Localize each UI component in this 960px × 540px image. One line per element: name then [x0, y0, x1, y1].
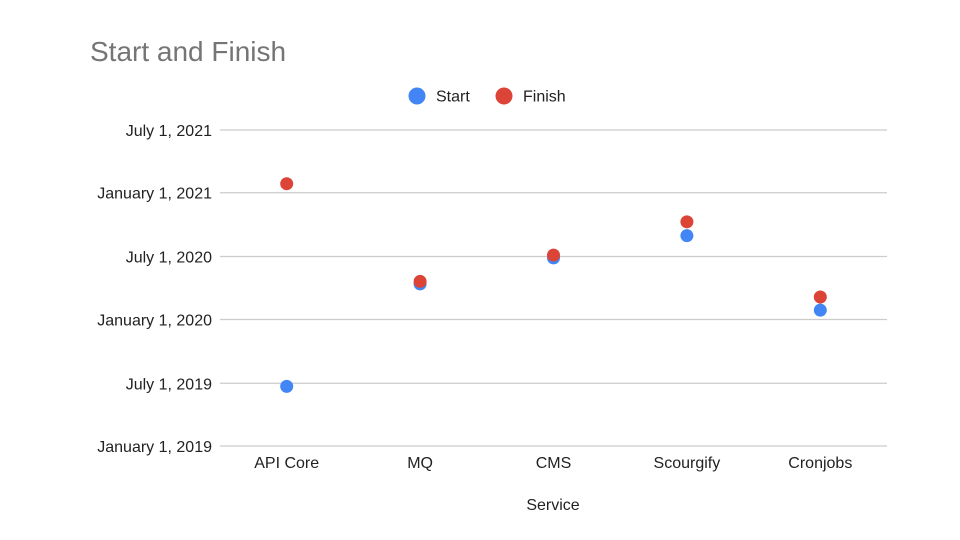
chart-title: Start and Finish: [90, 36, 287, 67]
x-axis-ticks: API Core MQ CMS Scourgify Cronjobs: [254, 455, 852, 472]
data-point-start-4[interactable]: [680, 229, 694, 243]
x-tick-label: CMS: [536, 455, 572, 472]
legend-label: Finish: [523, 89, 566, 106]
data-point-start-1[interactable]: [280, 379, 294, 393]
y-tick-label: July 1, 2020: [126, 249, 212, 266]
y-tick-label: January 1, 2020: [97, 313, 212, 330]
data-point-finish-1[interactable]: [280, 177, 294, 191]
legend-label: Start: [436, 89, 470, 106]
gridlines: [220, 129, 887, 447]
data-point-finish-2[interactable]: [413, 274, 427, 288]
y-tick-label: January 1, 2021: [97, 186, 212, 203]
legend-item-finish[interactable]: Finish: [495, 87, 566, 106]
data-points: [280, 177, 827, 393]
data-point-finish-5[interactable]: [813, 290, 827, 304]
y-tick-label: July 1, 2021: [126, 123, 212, 140]
legend-item-start[interactable]: Start: [408, 87, 471, 106]
x-axis-title: Service: [526, 497, 579, 514]
x-tick-label: Scourgify: [654, 455, 721, 472]
y-tick-label: January 1, 2019: [97, 439, 212, 456]
x-tick-label: MQ: [407, 455, 433, 472]
legend: Start Finish: [408, 87, 566, 106]
legend-marker-icon: [408, 87, 426, 105]
y-axis-ticks: January 1, 2019 July 1, 2019 January 1, 20…: [97, 123, 212, 456]
data-point-finish-4[interactable]: [680, 215, 694, 229]
y-tick-label: July 1, 2019: [126, 376, 212, 393]
data-point-finish-3[interactable]: [547, 248, 560, 262]
data-point-start-5[interactable]: [813, 303, 827, 317]
x-tick-label: API Core: [254, 455, 319, 472]
x-tick-label: Cronjobs: [788, 455, 852, 472]
legend-marker-icon: [495, 87, 513, 105]
